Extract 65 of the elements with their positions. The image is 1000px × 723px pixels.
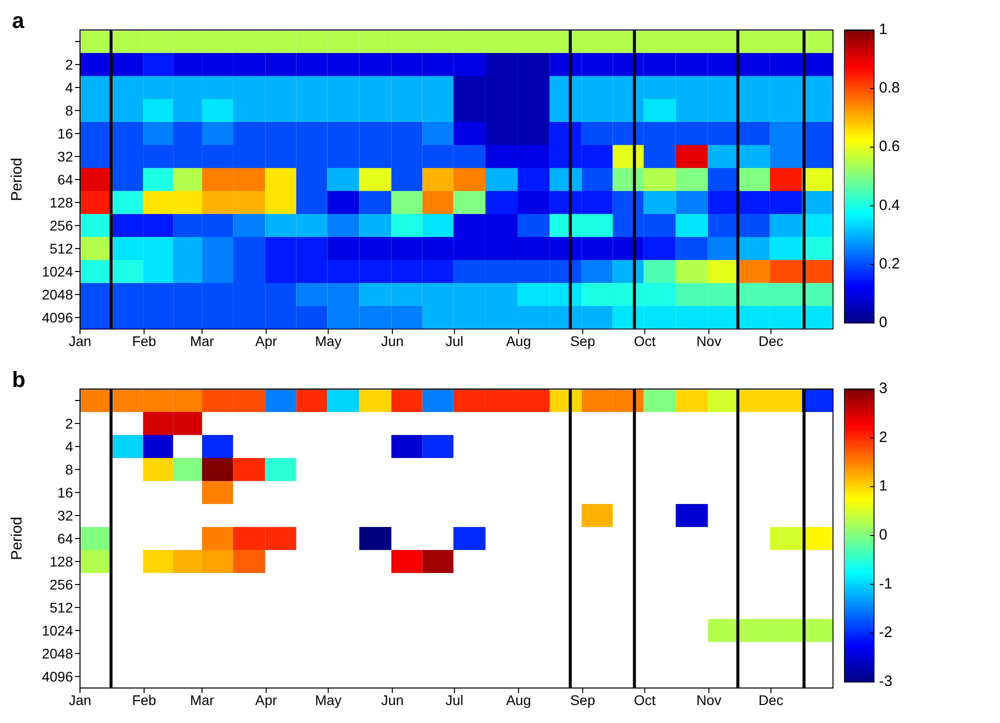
y-tick-label: 4096 [42, 668, 74, 684]
color-bar-label: 0.8 [879, 80, 900, 97]
y-tick-label: 32 [57, 507, 74, 524]
x-tick-label: Feb [132, 692, 156, 708]
x-tick-label: Feb [132, 332, 156, 349]
y-tick-label: 16 [57, 125, 74, 142]
color-bar-label: 0.2 [879, 255, 900, 272]
color-bar-label: 2 [879, 428, 888, 446]
x-tick-label: Jan [68, 692, 92, 708]
y-tick-label: 4 [65, 79, 74, 96]
y-tick-label: 64 [57, 530, 74, 546]
x-tick-label: Oct [634, 692, 656, 708]
x-tick-label: May [315, 332, 342, 349]
x-tick-label: Sep [570, 692, 596, 708]
color-bar-label: 0.6 [879, 138, 900, 156]
color-bar-label: -1 [879, 575, 892, 592]
y-tick-label: 4096 [42, 309, 74, 326]
y-tick-label: 128 [50, 553, 74, 570]
x-tick-label: Jul [445, 332, 464, 349]
y-tick-label: 16 [57, 484, 74, 500]
y-tick-label: 64 [57, 171, 74, 188]
y-tick-label: 2048 [42, 286, 74, 302]
color-bar-label: 1 [879, 478, 888, 495]
y-tick-label: 256 [50, 576, 74, 592]
y-axis-title: Period [8, 158, 26, 202]
x-tick-label: Jan [68, 332, 92, 349]
x-tick-label: Apr [255, 692, 278, 708]
color-bar-label: 1 [879, 20, 888, 38]
x-tick-label: Jun [381, 332, 404, 349]
y-tick-label: 2 [65, 415, 74, 432]
x-tick-label: Nov [696, 332, 722, 349]
y-tick-label: 32 [57, 148, 74, 164]
y-tick-label: 512 [50, 599, 74, 616]
y-tick-label: 2048 [42, 645, 74, 662]
y-tick-label: 256 [50, 217, 74, 234]
x-tick-label: Oct [634, 332, 656, 349]
x-tick-label: Mar [190, 692, 214, 708]
x-tick-label: Mar [190, 332, 214, 349]
color-bar-label: 0 [879, 314, 888, 331]
x-tick-label: Aug [506, 692, 532, 708]
color-bar-label: 0.4 [879, 196, 900, 214]
y-tick-label: 1024 [42, 263, 74, 280]
y-tick-label: 8 [65, 461, 74, 478]
color-bar-label: 3 [879, 380, 888, 397]
color-bar-label: -3 [879, 672, 892, 690]
y-tick-label: 8 [65, 102, 74, 118]
y-tick-label: 512 [50, 240, 74, 256]
x-tick-label: May [315, 692, 342, 708]
y-tick-label: 4 [65, 438, 74, 454]
y-tick-label: 1024 [42, 622, 74, 638]
x-tick-label: Apr [255, 332, 278, 349]
x-tick-label: Jun [381, 692, 404, 708]
color-bar-label: 0 [879, 526, 888, 544]
y-tick-label: 2 [65, 56, 74, 72]
x-tick-label: Dec [758, 692, 784, 708]
chart-title: b [12, 367, 26, 393]
chart-title: a [12, 8, 24, 34]
x-tick-label: Nov [696, 692, 722, 708]
x-tick-label: Dec [758, 332, 784, 349]
x-tick-label: Jul [445, 692, 464, 708]
color-bar-label: -2 [879, 624, 892, 642]
y-axis-title: Period [8, 516, 26, 560]
y-tick-label: 128 [50, 194, 74, 210]
x-tick-label: Aug [506, 332, 532, 349]
x-tick-label: Sep [570, 332, 596, 349]
